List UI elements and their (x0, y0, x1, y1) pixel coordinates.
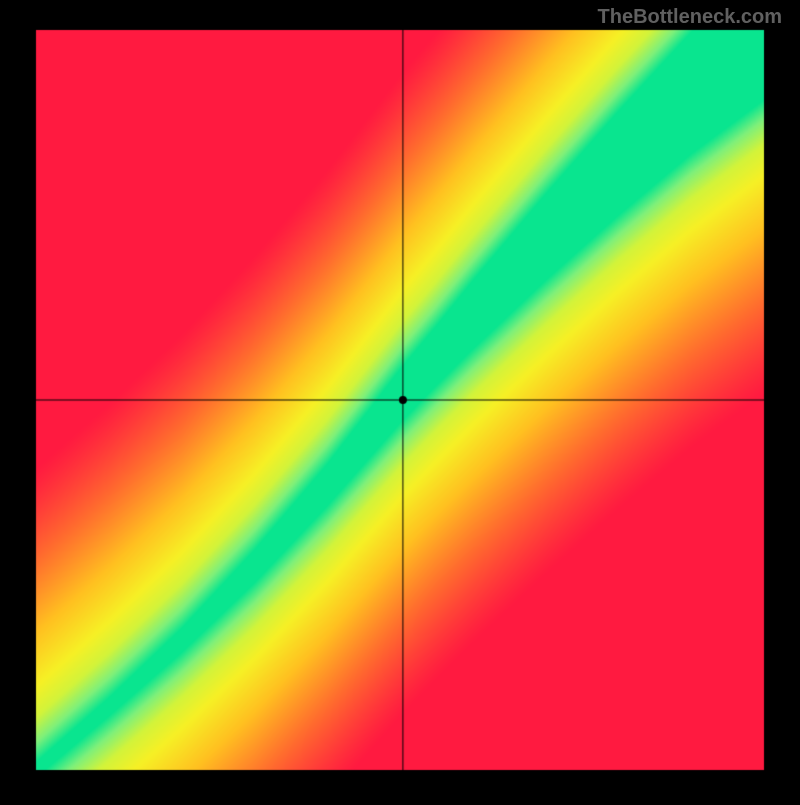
heatmap-canvas (0, 0, 800, 800)
bottleneck-heatmap: TheBottleneck.com (0, 0, 800, 800)
watermark-text: TheBottleneck.com (598, 6, 782, 29)
